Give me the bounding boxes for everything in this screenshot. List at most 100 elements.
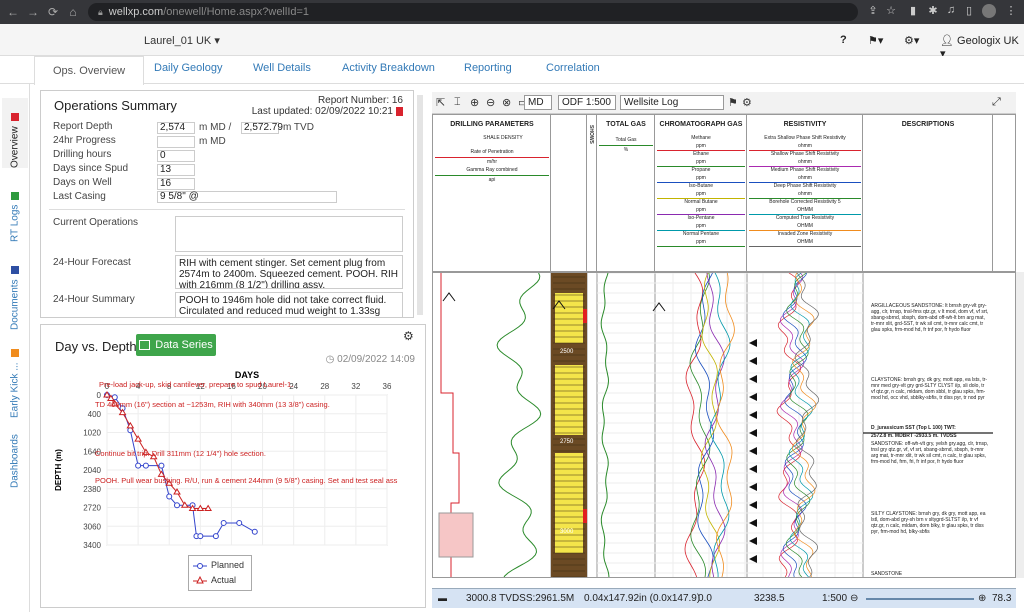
chart-annotation: Continue bit trip. Drill 311mm (12 1/4")… [95, 449, 266, 458]
dvd-date: ◷ 02/09/2022 14:09 [326, 354, 415, 365]
y-tick-label: 2720 [83, 504, 101, 513]
scale-select[interactable]: ODF 1:500 [558, 95, 616, 110]
zoom-in-small-icon[interactable]: ⊕ [978, 593, 987, 604]
summary-textarea[interactable]: POOH to 1946m hole did not take correct … [175, 292, 403, 318]
side-tab-label: Documents [9, 279, 21, 330]
shale-density-label: SHALE DENSITY [483, 135, 523, 141]
tab-well-details[interactable]: Well Details [253, 62, 311, 74]
tab-daily-geology[interactable]: Daily Geology [154, 62, 223, 74]
data-series-button[interactable]: Data Series [136, 334, 216, 356]
tab-activity-breakdown[interactable]: Activity Breakdown [342, 62, 435, 74]
settings-icon[interactable]: ⚙▾ [904, 35, 920, 47]
well-selector[interactable]: Laurel_01 UK ▾ [144, 35, 220, 47]
log-settings-icon[interactable]: ⚙ [742, 97, 752, 109]
ops-report-info: Report Number: 16 Last updated: 02/09/20… [252, 95, 403, 117]
resistivity-curve [776, 273, 802, 577]
chromatograph-sublabel: Iso-Pentane [687, 215, 715, 221]
dvd-settings-icon[interactable]: ⚙ [403, 329, 414, 343]
last-casing-field[interactable]: 9 5/8" @ [157, 191, 337, 203]
side-tab-label: Dashboards [9, 434, 21, 488]
forward-icon[interactable]: → [27, 5, 39, 19]
days-well-field[interactable]: 16 [157, 178, 195, 190]
url-host: wellxp.com [108, 6, 164, 18]
actual-point [180, 501, 189, 508]
resistivity-scale [749, 182, 861, 183]
flag-icon[interactable]: ⚑ [728, 97, 738, 109]
side-tab-documents[interactable]: Documents [2, 260, 28, 330]
y-tick-label: 1020 [83, 429, 101, 438]
resistivity-sublabel: Medium Phase Shift Resistivity [770, 167, 840, 173]
browser-chrome: ← → ⟳ ⌂ 🔒︎ wellxp.com/onewell/Home.aspx?… [0, 0, 1024, 24]
help-icon[interactable]: ? [840, 34, 847, 46]
user-menu[interactable]: 👤︎ Geologix UK ▾ [940, 34, 1024, 60]
zoom-in-icon[interactable]: ⊕ [470, 97, 480, 109]
monitor-icon[interactable]: ▭ [518, 96, 528, 109]
md-select[interactable]: MD [524, 95, 552, 110]
current-ops-textarea[interactable] [175, 216, 403, 252]
tab-reporting[interactable]: Reporting [464, 62, 512, 74]
report-depth-tvd-field[interactable]: 2,572.79 [241, 122, 283, 134]
log-scrollbar[interactable] [1016, 272, 1024, 578]
resistivity-sublabel: Borehole Corrected Resistivity 5 [769, 199, 841, 205]
cursor-icon[interactable]: ⌶ [454, 96, 461, 108]
app-header: Laurel_01 UK ▾ ? ⚑▾ ⚙▾ 👤︎ Geologix UK ▾ [0, 24, 1024, 60]
side-tab-dashboards[interactable]: Dashboards [2, 430, 28, 488]
y-tick-label: 3400 [83, 541, 101, 550]
x-tick-label: 24 [289, 382, 298, 391]
planned-point [158, 462, 165, 469]
pointer-icon[interactable]: ⇱ [436, 97, 446, 109]
pdf-icon[interactable] [396, 106, 403, 116]
forecast-label: 24-Hour Forecast [53, 257, 131, 268]
actual-point [157, 470, 166, 477]
media-icon[interactable]: ♫ [946, 4, 956, 16]
actual-point [173, 488, 181, 495]
chromatograph-scale [657, 150, 745, 151]
forecast-textarea[interactable]: RIH with cement stinger. Set cement plug… [175, 255, 403, 289]
actual-point [165, 479, 174, 486]
zoom-out-icon[interactable]: ⊖ [486, 97, 496, 109]
zoom-slider[interactable] [866, 598, 974, 600]
drilling-hours-field[interactable]: 0 [157, 150, 195, 162]
flag-icon[interactable]: ⚑▾ [868, 35, 884, 47]
chromatograph-sublabel: ppm [696, 143, 706, 149]
tab-correlation[interactable]: Correlation [546, 62, 600, 74]
back-icon[interactable]: ← [7, 5, 19, 19]
resistivity-sublabel: Invaded Zone Resistivity [777, 231, 833, 237]
address-bar[interactable]: 🔒︎ wellxp.com/onewell/Home.aspx?wellId=1 [88, 3, 858, 21]
home-icon[interactable]: ⌂ [69, 5, 77, 19]
divider [49, 209, 405, 210]
chromatograph-sublabel: Ethane [693, 151, 709, 157]
puzzle-icon[interactable]: ✱ [928, 5, 938, 17]
profile-avatar[interactable] [982, 4, 996, 18]
ops-scrollbar[interactable] [417, 95, 423, 315]
reload-icon[interactable]: ⟳ [47, 5, 59, 19]
fullscreen-icon[interactable]: ⤢ [992, 96, 1001, 108]
template-select[interactable]: Wellsite Log [620, 95, 724, 110]
casing-marker [552, 300, 566, 310]
share-icon[interactable]: ⇪ [868, 5, 878, 17]
shows-header: SHOWS [587, 115, 597, 273]
sidebar-icon[interactable]: ▯ [965, 5, 973, 17]
fit-icon[interactable]: ⊗ [502, 97, 512, 109]
side-tab-overview[interactable]: Overview [2, 98, 28, 168]
chromatograph-curve [709, 273, 731, 577]
resistivity-sublabel: ohmm [798, 143, 812, 149]
bookmark-star-icon[interactable]: ☆ [886, 5, 896, 17]
progress-field[interactable] [157, 136, 195, 148]
x-tick-label: 8 [167, 382, 172, 391]
casing-marker [652, 302, 666, 312]
side-tab-early-kick[interactable]: Early Kick ... [2, 344, 28, 418]
report-depth-md-field[interactable]: 2,574 [157, 122, 195, 134]
user-icon: 👤︎ [940, 35, 954, 47]
main-tabs: Ops. Overview Daily Geology Well Details… [0, 56, 1024, 85]
side-tab-rt-logs[interactable]: RT Logs [2, 184, 28, 242]
y-tick-label: 1640 [83, 447, 101, 456]
extension-icon[interactable]: ▮ [909, 5, 917, 17]
days-spud-field[interactable]: 13 [157, 164, 195, 176]
resistivity-sublabel: OHMM [797, 223, 813, 229]
tab-ops-overview[interactable]: Ops. Overview [34, 56, 145, 85]
zoom-out-small-icon[interactable]: ⊖ [850, 593, 859, 604]
status-scale: 1:500 [822, 593, 848, 604]
description-3: D_jurassicum SST (Top L 100) TWT: [871, 425, 956, 431]
menu-icon[interactable]: ⋮ [1005, 5, 1017, 17]
